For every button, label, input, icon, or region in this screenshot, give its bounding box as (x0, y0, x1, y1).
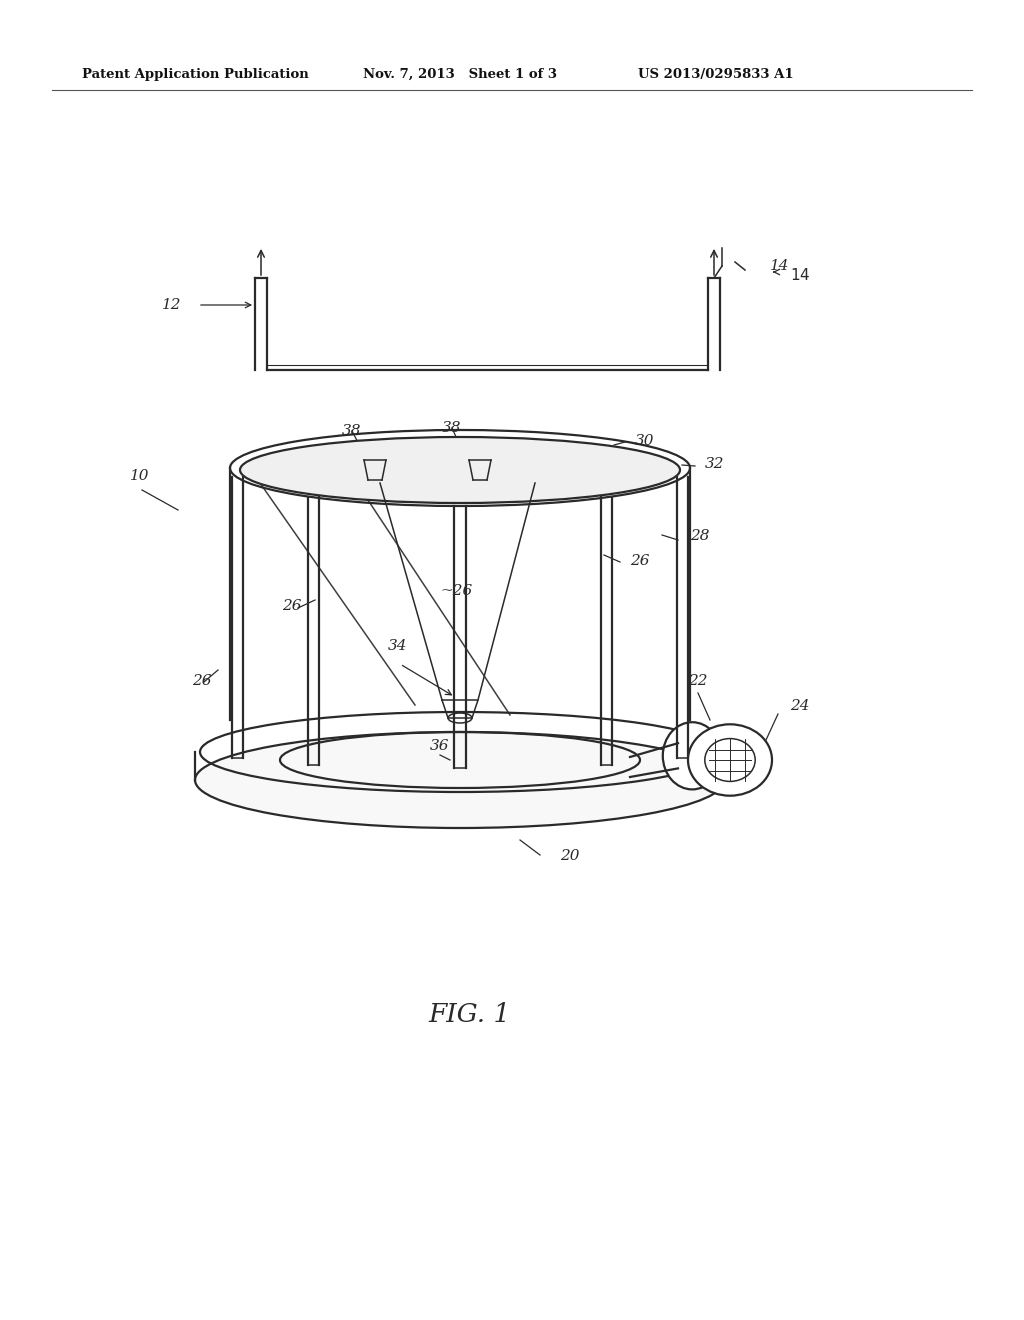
Text: $\mathit{14}$: $\mathit{14}$ (790, 267, 810, 282)
Ellipse shape (688, 725, 772, 796)
Text: 10: 10 (130, 469, 150, 483)
Text: 30: 30 (635, 434, 654, 447)
Text: 28: 28 (690, 529, 710, 543)
Text: 12: 12 (162, 298, 181, 312)
Text: 26: 26 (282, 599, 301, 612)
Text: Patent Application Publication: Patent Application Publication (82, 69, 309, 81)
Text: 26: 26 (630, 554, 649, 568)
Text: 32: 32 (705, 457, 725, 471)
Text: 24: 24 (790, 700, 810, 713)
Text: ~26: ~26 (440, 583, 472, 598)
Text: 22: 22 (688, 675, 708, 688)
Text: US 2013/0295833 A1: US 2013/0295833 A1 (638, 69, 794, 81)
Text: 14: 14 (770, 259, 790, 273)
Text: 38: 38 (442, 421, 462, 436)
Ellipse shape (240, 437, 680, 503)
Text: 20: 20 (560, 849, 580, 863)
Text: 26: 26 (193, 675, 212, 688)
Text: Nov. 7, 2013   Sheet 1 of 3: Nov. 7, 2013 Sheet 1 of 3 (362, 69, 557, 81)
Text: 36: 36 (430, 739, 450, 752)
Text: 38: 38 (342, 424, 361, 438)
Ellipse shape (663, 722, 722, 789)
Ellipse shape (195, 733, 725, 828)
Text: 34: 34 (388, 639, 408, 653)
Text: FIG. 1: FIG. 1 (429, 1002, 511, 1027)
